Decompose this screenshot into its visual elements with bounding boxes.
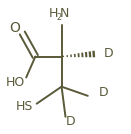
- Text: H: H: [48, 8, 58, 21]
- Text: HS: HS: [16, 100, 33, 113]
- Text: 2: 2: [56, 13, 61, 22]
- Text: O: O: [10, 21, 21, 35]
- Text: N: N: [60, 8, 69, 21]
- Text: D: D: [98, 86, 108, 99]
- Text: D: D: [104, 47, 114, 60]
- Text: HO: HO: [6, 76, 25, 89]
- Text: D: D: [65, 115, 75, 128]
